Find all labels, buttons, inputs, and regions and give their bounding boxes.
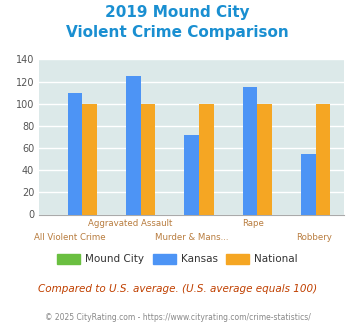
Bar [199, 104, 214, 214]
Text: All Violent Crime: All Violent Crime [34, 233, 105, 242]
Bar [82, 104, 97, 214]
Bar [67, 93, 82, 214]
Legend: Mound City, Kansas, National: Mound City, Kansas, National [53, 249, 302, 268]
Text: Robbery: Robbery [296, 233, 332, 242]
Bar [184, 135, 199, 214]
Text: Violent Crime Comparison: Violent Crime Comparison [66, 25, 289, 40]
Bar [257, 104, 272, 214]
Text: Rape: Rape [242, 219, 264, 228]
Bar [316, 104, 331, 214]
Bar [243, 87, 257, 214]
Text: 2019 Mound City: 2019 Mound City [105, 5, 250, 20]
Bar [126, 76, 141, 215]
Bar [141, 104, 155, 214]
Text: Aggravated Assault: Aggravated Assault [88, 219, 173, 228]
Text: Murder & Mans...: Murder & Mans... [155, 233, 229, 242]
Text: © 2025 CityRating.com - https://www.cityrating.com/crime-statistics/: © 2025 CityRating.com - https://www.city… [45, 314, 310, 322]
Bar [301, 153, 316, 214]
Text: Compared to U.S. average. (U.S. average equals 100): Compared to U.S. average. (U.S. average … [38, 284, 317, 294]
